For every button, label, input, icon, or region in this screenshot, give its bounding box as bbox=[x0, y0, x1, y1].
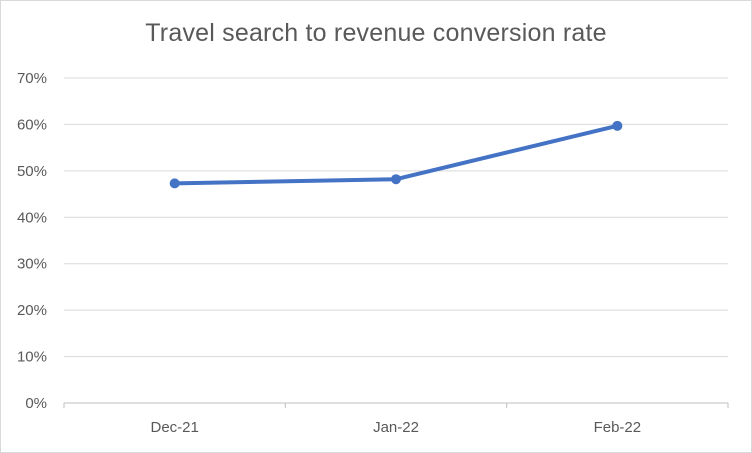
data-point bbox=[612, 120, 623, 131]
y-tick-label: 60% bbox=[17, 116, 47, 133]
y-tick-label: 30% bbox=[17, 256, 47, 273]
x-tick-label: Feb-22 bbox=[594, 419, 642, 436]
x-tick-label: Jan-22 bbox=[373, 419, 419, 436]
y-tick-label: 50% bbox=[17, 163, 47, 180]
data-point bbox=[169, 178, 180, 189]
y-tick-label: 20% bbox=[17, 302, 47, 319]
chart-title: Travel search to revenue conversion rate bbox=[145, 19, 607, 47]
y-tick-label: 40% bbox=[17, 209, 47, 226]
y-tick-label: 70% bbox=[17, 70, 47, 87]
data-point bbox=[391, 174, 401, 185]
y-tick-label: 0% bbox=[25, 395, 47, 412]
y-tick-label: 10% bbox=[17, 349, 47, 366]
x-tick-label: Dec-21 bbox=[150, 419, 198, 436]
